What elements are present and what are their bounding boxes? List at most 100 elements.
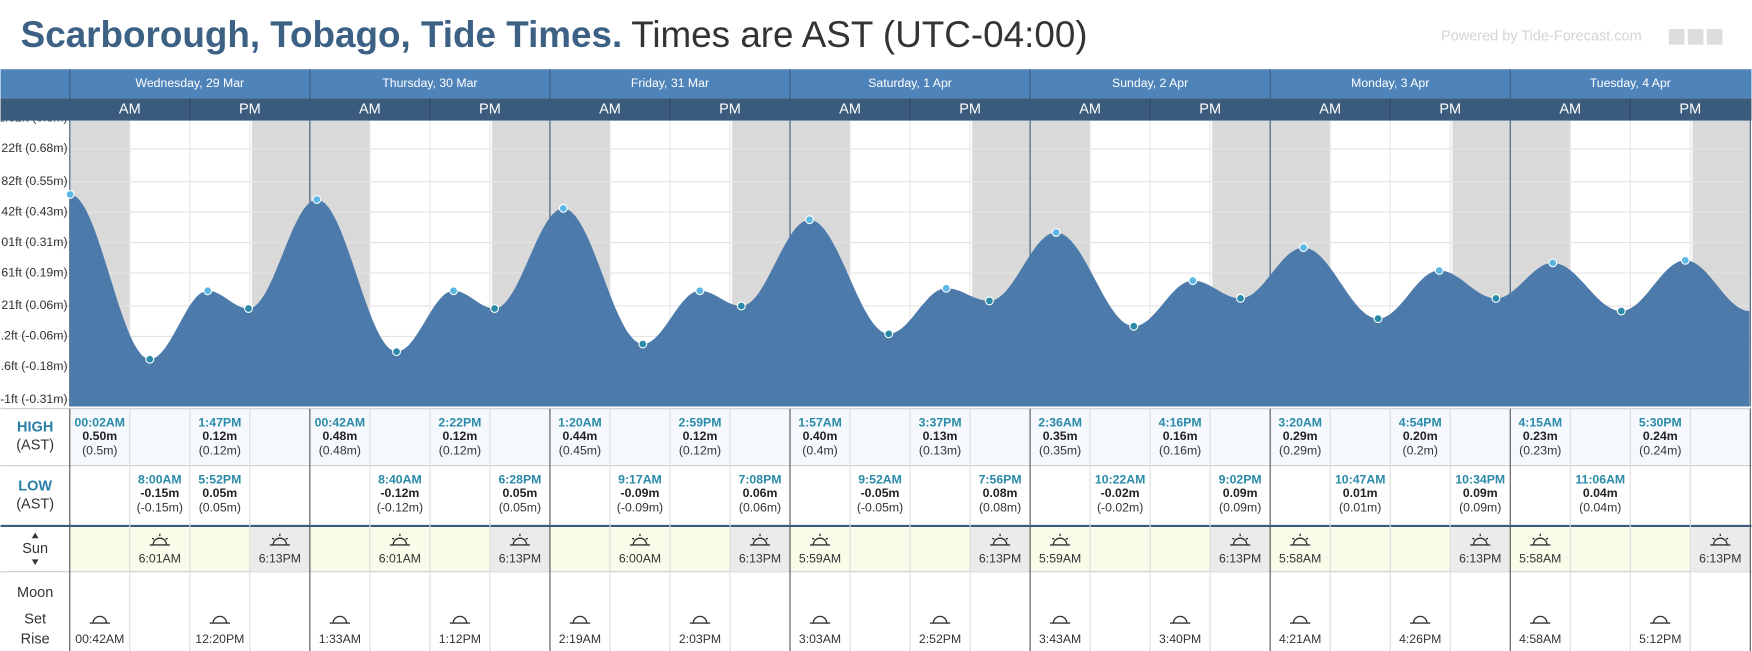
chart-area: 2.62ft (0.8m) 2.22ft (0.68m) 1.82ft (0.55m… [0,111,1752,407]
tide-height-alt: (0.09m) [1459,500,1501,514]
am-label: AM [119,101,141,117]
sun-icon [1470,533,1491,546]
tide-height-alt: (-0.15m) [137,500,183,514]
day-label: Monday, 3 Apr [1351,76,1429,90]
moon-icon [89,615,110,624]
sun-icon [990,533,1011,546]
tide-height-alt: (0.13m) [919,443,961,457]
tide-height-alt: (0.04m) [1579,500,1621,514]
icon [1706,29,1723,45]
am-label: AM [599,101,621,117]
high-tide-point [449,286,459,296]
low-tide-point [1491,293,1501,303]
row-label: Rise [21,632,50,648]
tide-height: 0.12m [202,429,237,443]
moon-icon [930,615,951,624]
tide-height-alt: (0.2m) [1403,443,1438,457]
am-label: AM [839,101,861,117]
moonset-time: 3:03AM [799,632,841,646]
high-tide-point [558,203,568,213]
low-tide-point [145,354,155,364]
moonset-time: 4:21AM [1279,632,1321,646]
high-tide-point [203,286,213,296]
y-tick-label: 1.82ft (0.55m) [0,174,68,188]
page-header: Scarborough, Tobago, Tide Times. Times ar… [0,0,1752,121]
low-tide-point [392,347,402,357]
tide-height: -0.15m [140,486,179,500]
moonset-time: 4:58AM [1519,632,1561,646]
y-tick-label: 1.42ft (0.43m) [0,204,68,218]
moon-icon [209,615,230,624]
tide-height-alt: (0.5m) [82,443,117,457]
tide-time: 00:02AM [75,415,125,429]
low-tide-point [1373,314,1383,324]
tide-height: 0.44m [563,429,598,443]
tide-height: -0.12m [380,486,419,500]
pm-label: PM [479,101,501,117]
icon [1687,29,1704,45]
moonrise-time: 5:12PM [1639,632,1681,646]
y-tick-label: -0.6ft (-0.18m) [0,359,68,373]
am-label: AM [1319,101,1341,117]
tide-height-alt: (0.09m) [1219,500,1261,514]
tide-height-alt: (0.48m) [319,443,361,457]
row-label: Set [24,612,46,628]
tide-height: 0.12m [443,429,478,443]
tide-time: 10:47AM [1335,472,1385,486]
moon-icon [809,615,831,624]
tide-height: 0.50m [82,429,117,443]
tide-height-alt: (0.05m) [499,500,541,514]
tide-height: 0.16m [1163,429,1198,443]
y-tick-label: 1.01ft (0.31m) [0,235,68,249]
high-tide-point [805,215,814,225]
low-tide-point [736,301,746,311]
sun-icon [1710,533,1731,546]
day-header-bg [0,69,1752,99]
pm-label: PM [1439,101,1461,117]
moonset-time: 2:19AM [559,632,601,646]
tide-time: 1:57AM [798,415,842,429]
moon-icon [1530,615,1551,624]
sunrise-time: 5:59AM [1039,552,1081,566]
tide-time: 5:30PM [1639,415,1682,429]
tide-time: 00:42AM [315,415,365,429]
tide-height-alt: (0.08m) [979,500,1021,514]
tide-height: 0.01m [1343,486,1378,500]
moonset-time: 00:42AM [75,632,124,646]
tide-height-alt: (-0.02m) [1097,500,1143,514]
moonrise-time: 3:40PM [1159,632,1201,646]
tide-height-alt: (0.24m) [1639,443,1681,457]
tide-time: 8:40AM [378,472,422,486]
tide-height-alt: (0.16m) [1159,443,1201,457]
moonset-time: 3:43AM [1039,632,1081,646]
y-tick-label: 2.62ft (0.8m) [0,111,68,125]
tide-height-alt: (-0.05m) [857,500,903,514]
tide-height: 0.05m [503,486,538,500]
tide-height: 0.20m [1403,429,1438,443]
high-tide-point [695,286,705,296]
tide-height-alt: (0.4m) [802,443,837,457]
tide-time: 7:08PM [739,472,782,486]
tide-height: -0.05m [861,486,900,500]
moonrise-time: 1:12PM [439,632,481,646]
y-tick-label: -1ft (-0.31m) [0,392,67,406]
low-tide-point [1236,293,1245,303]
tide-time: 2:36AM [1038,415,1082,429]
sunrise-time: 6:01AM [139,552,181,566]
tide-time: 9:52AM [858,472,902,486]
low-tide-point [638,339,648,349]
tide-time: 11:06AM [1575,472,1625,486]
tide-time: 4:16PM [1159,415,1202,429]
sun-icon [629,533,651,546]
row-label: LOW [18,479,52,495]
day-label: Sunday, 2 Apr [1112,76,1188,90]
high-tide-point [1434,266,1444,275]
tide-time: 7:56PM [979,472,1022,486]
tide-height-alt: (0.01m) [1339,500,1381,514]
powered-by: Powered by Tide-Forecast.com [1441,29,1642,45]
sunset-time: 6:13PM [1459,552,1501,566]
moon-icon [569,615,591,624]
y-tick-label: 0.21ft (0.06m) [0,298,68,312]
moonrise-time: 4:26PM [1399,632,1441,646]
